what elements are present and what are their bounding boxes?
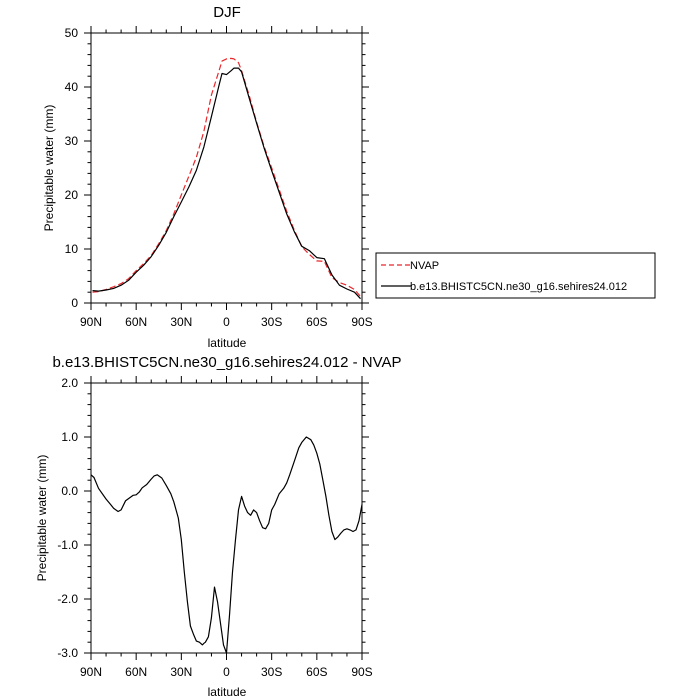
top-chart-xtick-label: 60S [306,315,327,329]
top-chart-xtick-label: 60N [125,315,147,329]
top-chart: DJF 90N 60N 30N 0 30S 60S 90S 0 10 20 30 40 50 latit… [42,4,373,350]
top-chart-ylabel: Precipitable water (mm) [42,105,56,232]
bottom-chart-frame [90,382,363,654]
bottom-chart-ytick-label: -1.0 [57,538,78,552]
legend: NVAP b.e13.BHISTC5CN.ne30_g16.sehires24.… [375,252,656,299]
bottom-chart-ytick-label: 2.0 [61,376,78,390]
bottom-chart-xtick-label: 60S [306,665,327,679]
top-chart-ytick-label: 40 [65,80,79,94]
bottom-chart-title: b.e13.BHISTC5CN.ne30_g16.sehires24.012 -… [52,354,401,371]
bottom-chart-ytick-label: 1.0 [61,430,78,444]
top-chart-ytick-label: 20 [65,188,79,202]
bottom-chart-ylabel: Precipitable water (mm) [35,455,49,582]
top-chart-xtick-label: 0 [223,315,230,329]
bottom-chart-xtick-label: 90S [351,665,372,679]
top-chart-title: DJF [213,4,241,21]
bottom-chart-ytick-label: -2.0 [57,592,78,606]
bottom-chart-series-difference [90,436,363,654]
bottom-chart-ytick-label: -3.0 [57,646,78,660]
top-chart-ytick-label: 50 [65,26,79,40]
top-chart-xtick-label: 30S [261,315,282,329]
top-chart-xtick-label: 90N [80,315,102,329]
bottom-chart-xtick-label: 0 [223,665,230,679]
top-chart-ytick-label: 10 [65,242,79,256]
top-chart-ytick-label: 30 [65,134,79,148]
bottom-chart-xtick-label: 60N [125,665,147,679]
legend-box [375,252,656,299]
top-chart-frame [90,32,363,304]
top-chart-series-b-e13-bhistc5cn-ne30-g16-sehires24-012 [92,67,361,300]
legend-nvap-label: NVAP [410,260,439,272]
top-chart-xtick-label: 30N [170,315,192,329]
bottom-chart-xtick-label: 90N [80,665,102,679]
top-chart-ytick-label: 0 [71,296,78,310]
bottom-chart-xlabel: latitude [208,685,247,699]
bottom-chart-xtick-label: 30N [170,665,192,679]
bottom-chart: b.e13.BHISTC5CN.ne30_g16.sehires24.012 -… [35,354,402,699]
top-chart-xtick-label: 90S [351,315,372,329]
top-chart-xlabel: latitude [208,336,247,350]
top-chart-series-nvap [92,57,361,297]
legend-model-label: b.e13.BHISTC5CN.ne30_g16.sehires24.012 [410,281,627,293]
bottom-chart-xtick-label: 30S [261,665,282,679]
bottom-chart-ytick-label: 0.0 [61,484,78,498]
